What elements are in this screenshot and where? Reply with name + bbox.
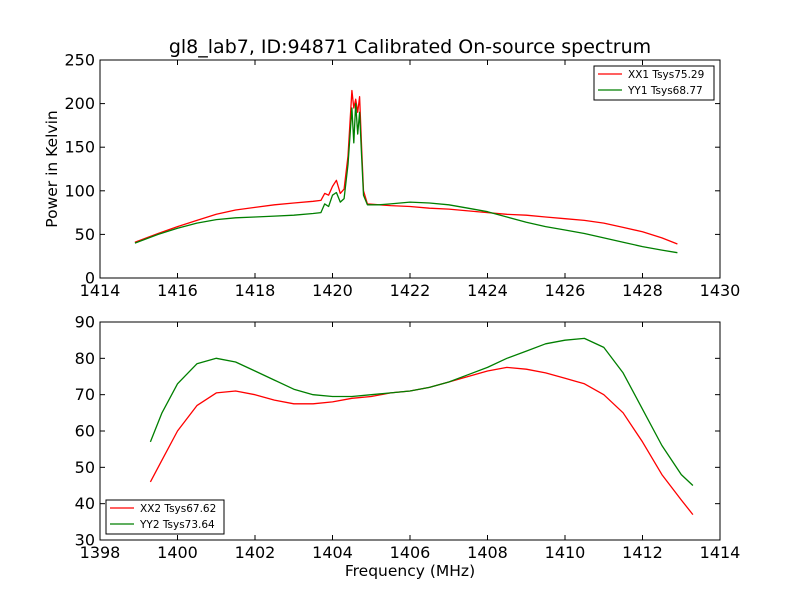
bottom-series-line-yy xyxy=(149,337,694,486)
top-panel: 1414 1416 1418 1420 1422 1424 1426 1428 1430 0 50 1… xyxy=(43,51,740,301)
top-x-tick-label: 1426 xyxy=(545,281,586,300)
bottom-y-tick-label: 90 xyxy=(75,313,95,332)
bottom-x-tick-label: 1402 xyxy=(235,543,276,562)
bottom-y-tick-label: 80 xyxy=(75,349,95,368)
top-legend: XX1 Tsys75.29 YY1 Tsys68.77 xyxy=(593,65,715,101)
top-y-tick-label: 200 xyxy=(64,94,95,113)
top-y-tick-label: 250 xyxy=(64,51,95,70)
top-x-tick-label: 1428 xyxy=(622,281,663,300)
bottom-legend: XX2 Tsys67.62 YY2 Tsys73.64 xyxy=(105,499,225,535)
bottom-x-tick-label: 1404 xyxy=(312,543,353,562)
bottom-legend-box xyxy=(105,499,225,535)
bottom-legend-label-yy2: YY2 Tsys73.64 xyxy=(139,519,215,531)
top-x-tick-label: 1420 xyxy=(312,281,353,300)
bottom-y-tick-label: 50 xyxy=(75,458,95,477)
top-y-tick-label: 0 xyxy=(85,269,95,288)
top-series-line-xx xyxy=(134,89,678,245)
bottom-y-tick-label: 30 xyxy=(75,531,95,550)
top-axes-frame xyxy=(99,59,721,279)
bottom-legend-label-xx2: XX2 Tsys67.62 xyxy=(140,503,216,515)
bottom-x-tick-label: 1398 xyxy=(80,543,121,562)
top-y-tick-label: 100 xyxy=(64,181,95,200)
chart-title: gl8_lab7, ID:94871 Calibrated On-source … xyxy=(169,36,651,58)
bottom-axes-frame xyxy=(99,321,721,541)
bottom-y-tick-label: 40 xyxy=(75,494,95,513)
top-ticks: 1414 1416 1418 1420 1422 1424 1426 1428 1430 0 50 1… xyxy=(64,51,740,301)
top-legend-box xyxy=(593,65,715,101)
top-y-axis-label: Power in Kelvin xyxy=(43,110,61,227)
bottom-series-group xyxy=(149,337,694,516)
bottom-x-tick-label: 1400 xyxy=(157,543,198,562)
top-series-line-yy xyxy=(134,102,678,254)
bottom-x-tick-label: 1406 xyxy=(390,543,431,562)
top-x-tick-label: 1414 xyxy=(80,281,121,300)
top-series-group xyxy=(134,89,678,254)
bottom-y-tick-label: 60 xyxy=(75,422,95,441)
bottom-x-tick-label: 1414 xyxy=(700,543,741,562)
top-legend-label-xx1: XX1 Tsys75.29 xyxy=(628,69,704,81)
bottom-x-axis-label: Frequency (MHz) xyxy=(345,562,475,580)
top-y-tick-label: 50 xyxy=(75,225,95,244)
bottom-y-tick-label: 70 xyxy=(75,385,95,404)
top-legend-label-yy1: YY1 Tsys68.77 xyxy=(627,85,703,97)
top-x-tick-label: 1430 xyxy=(700,281,741,300)
top-y-tick-label: 150 xyxy=(64,138,95,157)
bottom-ticks: 1398 1400 1402 1404 1406 1408 1410 1412 1414 30 40… xyxy=(75,313,741,563)
top-x-tick-label: 1422 xyxy=(390,281,431,300)
top-x-tick-label: 1418 xyxy=(235,281,276,300)
top-x-tick-label: 1416 xyxy=(157,281,198,300)
bottom-x-tick-label: 1408 xyxy=(467,543,508,562)
top-x-tick-label: 1424 xyxy=(467,281,508,300)
bottom-x-tick-label: 1410 xyxy=(545,543,586,562)
bottom-x-tick-label: 1412 xyxy=(622,543,663,562)
bottom-panel: 1398 1400 1402 1404 1406 1408 1410 1412 1414 30 40… xyxy=(75,313,741,581)
